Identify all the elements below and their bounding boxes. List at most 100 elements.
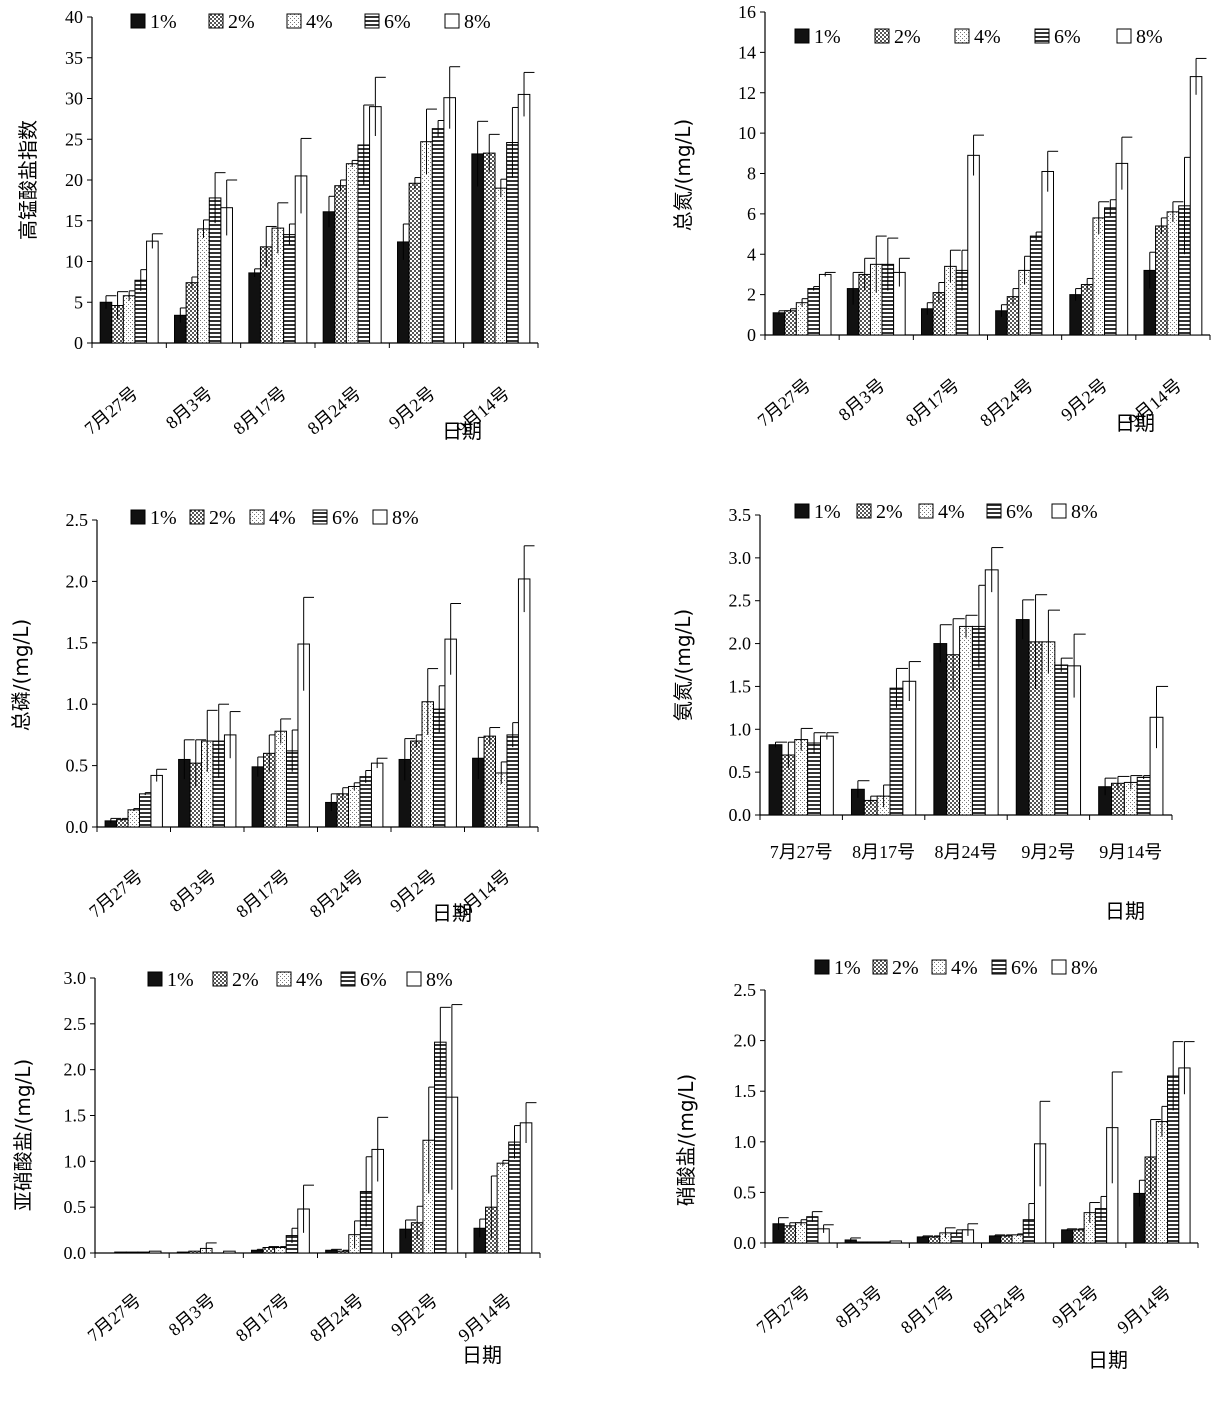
- bar: [359, 776, 372, 828]
- y-tick-label: 0.5: [729, 762, 752, 782]
- legend-swatch: [918, 503, 934, 519]
- x-axis-label: 日期: [432, 901, 472, 925]
- legend-label: 4%: [306, 11, 333, 33]
- y-tick-label: 0.0: [64, 1243, 87, 1263]
- y-tick-label: 25: [65, 129, 83, 149]
- y-tick-label: 16: [738, 2, 756, 22]
- chart-panel-6: 0.0 0.5 1.0 1.5 2.0 2.5 7月27号 8月3号 8月17号 8月24号 9月2…: [674, 957, 1199, 1372]
- bar: [496, 1162, 510, 1254]
- bar: [818, 273, 832, 336]
- legend-label: 6%: [1011, 957, 1038, 979]
- y-tick-label: 2.5: [64, 1014, 87, 1034]
- legend-label: 8%: [426, 969, 453, 991]
- bar: [274, 730, 287, 828]
- x-tick-label: 8月3号: [162, 383, 216, 433]
- legend-label: 4%: [296, 969, 323, 991]
- bar: [1072, 1229, 1085, 1244]
- bar: [1029, 235, 1043, 336]
- x-tick-label: 9月14号: [1113, 1282, 1174, 1338]
- bar: [768, 744, 783, 816]
- bar: [223, 1250, 236, 1254]
- bar: [345, 163, 359, 344]
- x-axis-label: 日期: [442, 419, 482, 443]
- legend-label: 6%: [1054, 26, 1081, 48]
- x-tick-label: 8月24号: [304, 383, 365, 439]
- bar: [784, 310, 797, 336]
- legend-swatch: [794, 28, 810, 44]
- x-tick-label: 9月2号: [387, 1290, 441, 1340]
- x-tick-label: 8月3号: [832, 1282, 886, 1332]
- legend-swatch: [312, 509, 328, 525]
- bar: [185, 282, 199, 344]
- bar: [855, 1241, 869, 1244]
- bar: [176, 1251, 190, 1254]
- bar: [794, 739, 809, 816]
- legend-label: 4%: [938, 501, 965, 523]
- bar: [443, 97, 456, 344]
- y-axis-label: 硝酸盐/(mg/L): [674, 1074, 698, 1206]
- bar: [795, 302, 809, 336]
- legend-label: 1%: [150, 507, 177, 529]
- y-tick-label: 1.5: [729, 676, 752, 696]
- legend-swatch: [406, 971, 422, 987]
- legend-label: 8%: [1071, 501, 1098, 523]
- y-tick-label: 0.0: [734, 1233, 757, 1253]
- y-tick-label: 0.0: [66, 817, 89, 837]
- x-tick-label: 8月17号: [232, 1290, 293, 1346]
- x-tick-label: 9月2号: [1048, 1282, 1102, 1332]
- x-tick-label: 8月17号: [897, 1282, 958, 1338]
- x-tick-label: 8月3号: [166, 866, 220, 916]
- legend-swatch: [249, 509, 265, 525]
- y-tick-label: 5: [74, 292, 83, 312]
- y-tick-label: 12: [738, 83, 756, 103]
- legend-swatch: [212, 971, 228, 987]
- legend-swatch: [189, 509, 205, 525]
- y-tick-label: 30: [65, 89, 83, 109]
- legend-label: 2%: [228, 11, 255, 33]
- y-tick-label: 0.0: [729, 805, 752, 825]
- legend-swatch: [991, 959, 1007, 975]
- x-tick-label: 9月14号: [1099, 842, 1162, 862]
- legend-label: 6%: [1006, 501, 1033, 523]
- bar: [819, 735, 834, 816]
- legend-label: 1%: [814, 501, 841, 523]
- y-axis-label: 高锰酸盐指数: [16, 120, 40, 240]
- bar: [408, 182, 422, 344]
- bar: [114, 1251, 127, 1254]
- legend-label: 8%: [464, 11, 491, 33]
- legend-swatch: [208, 13, 224, 29]
- bar: [867, 1241, 880, 1244]
- legend-swatch: [340, 971, 356, 987]
- legend-label: 8%: [392, 507, 419, 529]
- bar: [283, 234, 296, 344]
- y-tick-label: 35: [65, 48, 83, 68]
- bar: [334, 185, 347, 344]
- y-tick-label: 0.5: [734, 1182, 757, 1202]
- x-tick-label: 7月27号: [81, 383, 142, 439]
- y-tick-label: 8: [747, 164, 756, 184]
- bar: [1136, 776, 1151, 816]
- bar: [150, 774, 163, 828]
- bar: [482, 152, 496, 344]
- legend-swatch: [276, 971, 292, 987]
- bar: [889, 1240, 902, 1244]
- bar: [1155, 1121, 1169, 1244]
- y-tick-label: 1.0: [734, 1132, 757, 1152]
- bar: [1061, 1229, 1074, 1244]
- bar: [188, 1250, 201, 1254]
- y-tick-label: 6: [747, 204, 756, 224]
- y-tick-label: 4: [747, 244, 756, 264]
- bar: [348, 785, 361, 828]
- legend-swatch: [147, 971, 163, 987]
- legend-swatch: [814, 959, 830, 975]
- bar: [1092, 217, 1106, 336]
- bar: [197, 228, 210, 344]
- legend-label: 4%: [974, 26, 1001, 48]
- y-tick-label: 20: [65, 170, 83, 190]
- x-axis-label: 日期: [1105, 899, 1145, 923]
- legend-swatch: [1051, 959, 1067, 975]
